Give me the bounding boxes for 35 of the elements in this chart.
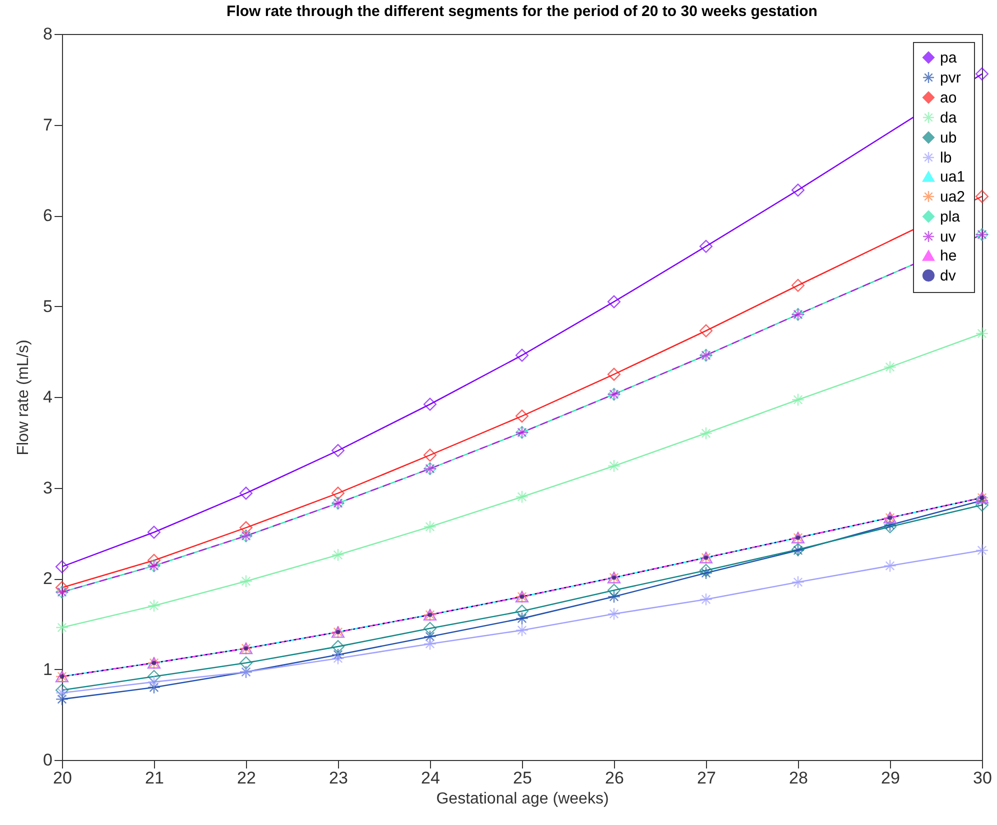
x-tick-label: 29 [881,768,900,788]
chart-title: Flow rate through the different segments for the period of 20 to 30 weeks gestation [226,3,818,20]
x-tick-label: 28 [789,768,808,788]
x-tick-label: 26 [605,768,624,788]
x-tick-label: 27 [697,768,716,788]
y-tick-label: 7 [43,115,52,134]
legend-label: pla [940,208,961,226]
y-tick-label: 6 [43,206,52,225]
legend-label: ua1 [940,168,966,186]
legend-label: dv [940,268,956,284]
legend-label: ub [940,130,957,146]
legend-label: ua2 [940,188,966,206]
x-tick-label: 25 [513,768,532,788]
legend-label: da [940,110,958,126]
x-axis-title: Gestational age (weeks) [436,790,609,808]
legend-label: pvr [940,70,961,86]
x-tick-label: 20 [53,768,72,788]
y-tick-label: 2 [43,569,52,588]
legend-label: lb [940,150,952,166]
y-tick-label: 1 [43,660,52,679]
legend-label: uv [940,228,956,246]
y-tick-label: 0 [43,750,52,770]
x-tick-label: 23 [329,768,348,788]
legend-label: he [940,248,957,264]
x-tick-label: 21 [145,768,164,788]
x-tick-label: 24 [421,768,440,788]
y-tick-label: 3 [43,478,52,498]
y-tick-label: 4 [43,388,52,406]
legend-label: ao [940,90,957,106]
y-tick-label: 8 [43,24,52,44]
x-tick-label: 22 [237,768,256,788]
legend-label: pa [940,50,958,66]
y-tick-label: 5 [43,296,52,316]
x-tick-label: 30 [973,768,992,788]
y-axis-title: Flow rate (mL/s) [15,340,32,456]
